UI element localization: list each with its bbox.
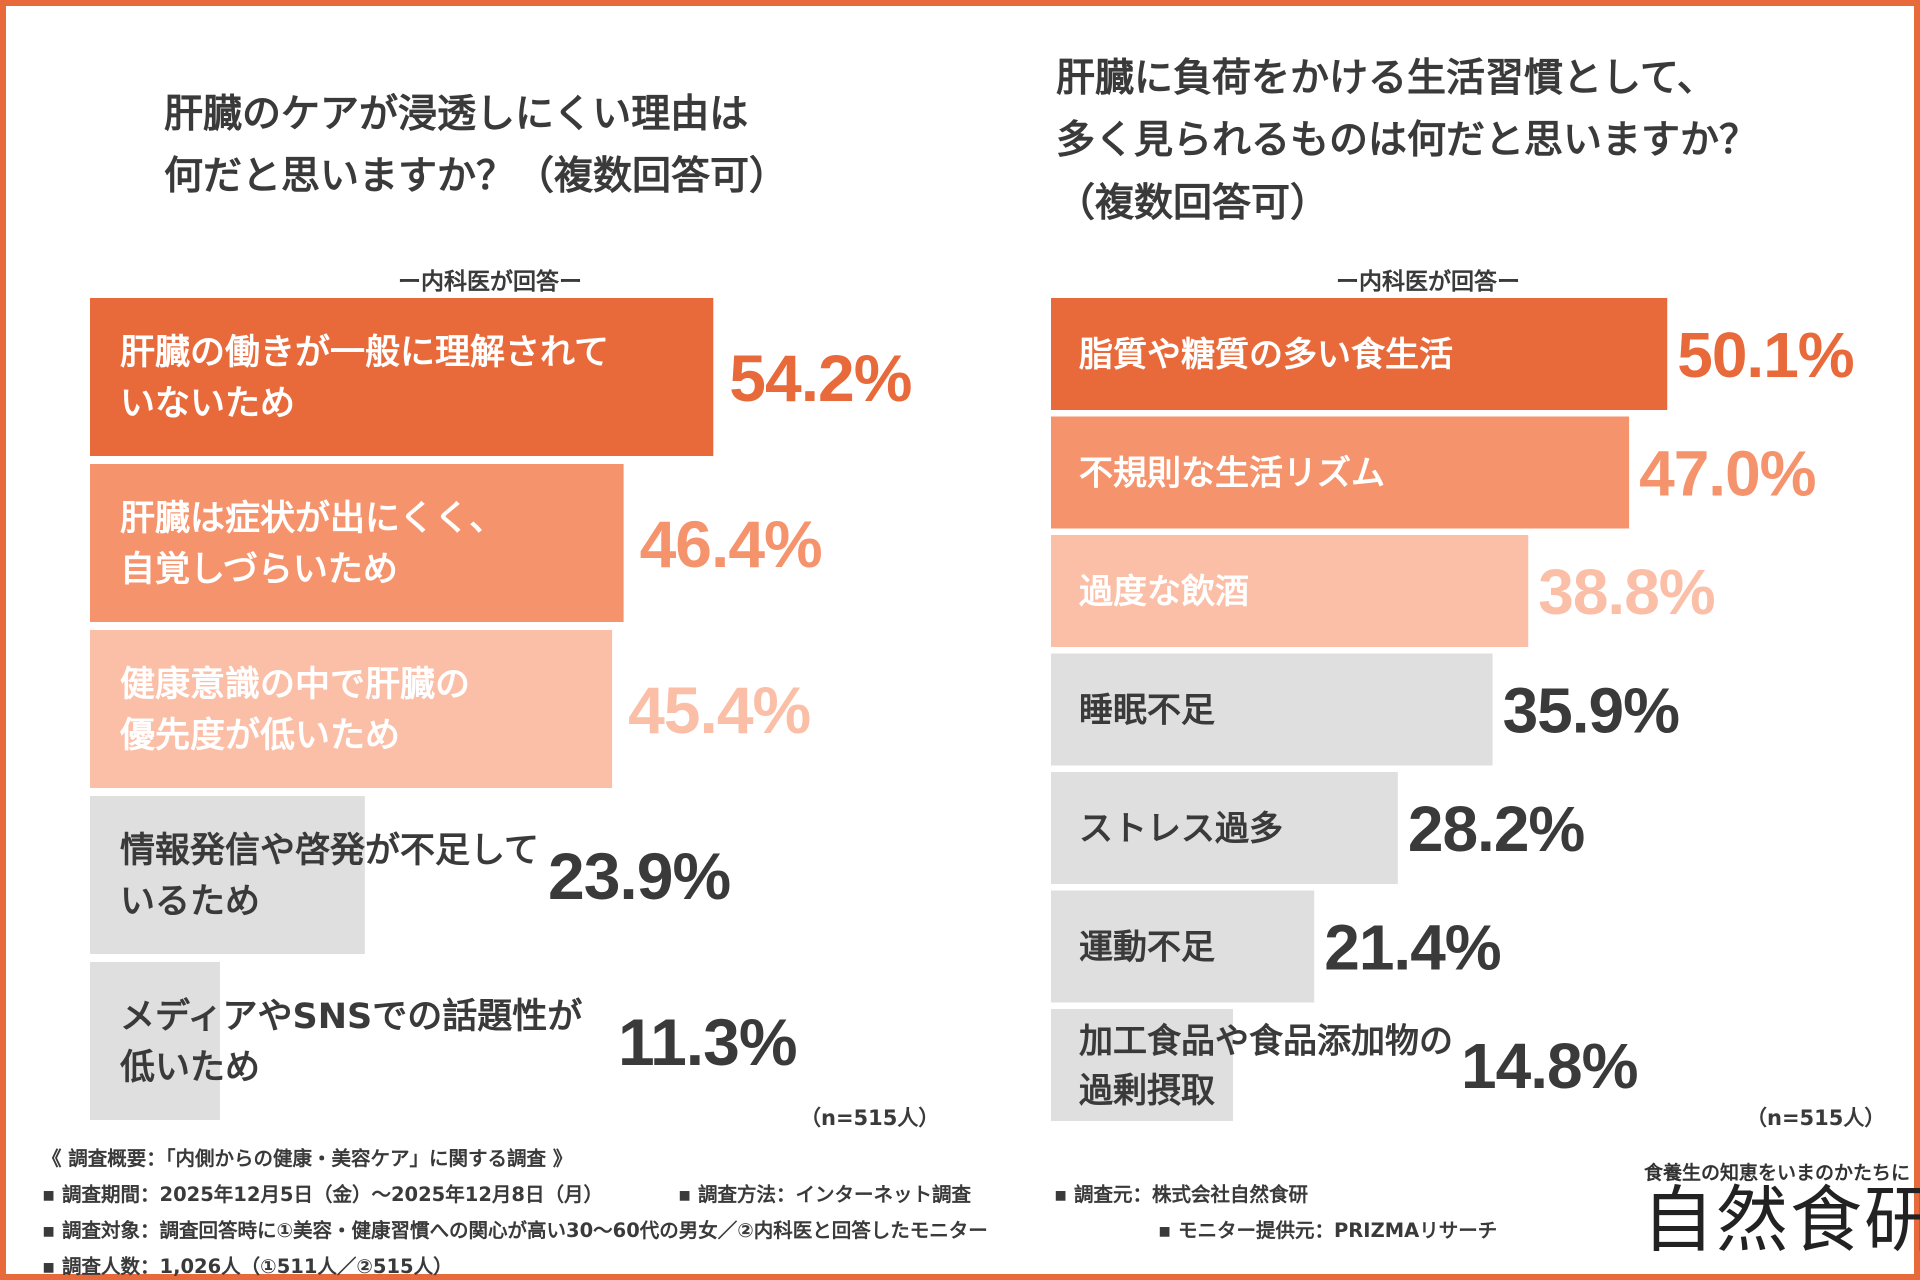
value-label-5: 28.2% — [1408, 793, 1585, 865]
value-label-4: 23.9% — [548, 839, 730, 913]
footer-count: ▪ 調査人数：1,026人（①511人／②515人） — [42, 1255, 453, 1278]
category-label-2-line-1: 肝臓は症状が出にくく、 — [120, 499, 504, 539]
footer-period: ▪ 調査期間：2025年12月5日（金）〜2025年12月8日（月） — [42, 1183, 603, 1206]
category-label-3-line-2: 優先度が低いため — [119, 716, 400, 756]
bar-5 — [90, 962, 220, 1120]
bar-3 — [90, 630, 613, 788]
right-bar-chart: 脂質や糖質の多い食生活 50.1% 不規則な生活リズム 47.0% 過度な飲酒 38.8%… — [1051, 298, 1855, 1121]
category-label-6-line-1: 運動不足 — [1079, 928, 1215, 968]
bar-1 — [90, 298, 714, 456]
category-label-7-line-1: 加工食品や食品添加物の — [1079, 1022, 1453, 1062]
value-label-7: 14.8% — [1461, 1030, 1638, 1102]
category-label-7-line-2: 過剰摂取 — [1079, 1071, 1215, 1111]
category-label-2-line-1: 不規則な生活リズム — [1079, 454, 1385, 494]
left-chart-subtitle: ー内科医が回答ー — [398, 269, 582, 295]
value-label-5: 11.3% — [618, 1005, 797, 1079]
footer-provider: ▪ モニター提供元：PRIZMAリサーチ — [1158, 1219, 1498, 1242]
bar-2 — [1051, 416, 1630, 529]
value-label-2: 46.4% — [640, 507, 822, 581]
left-sample-size: （n=515人） — [800, 1106, 940, 1130]
bar-5 — [1051, 772, 1398, 884]
left-title-line-1: 肝臓のケアが浸透しにくい理由は — [164, 92, 749, 137]
right-title-line-1: 肝臓に負荷をかける生活習慣として、 — [1056, 56, 1716, 101]
footer-method: ▪ 調査方法：インターネット調査 — [678, 1183, 972, 1206]
right-sample-size: （n=515人） — [1746, 1106, 1886, 1130]
bar-2 — [90, 464, 624, 622]
value-label-1: 50.1% — [1677, 319, 1854, 391]
left-title-line-2: 何だと思いますか？（複数回答可） — [164, 154, 789, 200]
value-label-2: 47.0% — [1639, 438, 1816, 510]
right-title-line-3: （複数回答可） — [1056, 180, 1330, 226]
bar-1 — [1051, 298, 1668, 410]
footer-source: ▪ 調査元：株式会社自然食研 — [1054, 1183, 1309, 1206]
right-chart-subtitle: ー内科医が回答ー — [1336, 269, 1520, 295]
category-label-1-line-1: 脂質や糖質の多い食生活 — [1079, 335, 1453, 375]
right-title-line-2: 多く見られるものは何だと思いますか？ — [1056, 118, 1759, 164]
category-label-4-line-1: 情報発信や啓発が不足して — [120, 831, 539, 871]
left-chart-title: 肝臓のケアが浸透しにくい理由は 何だと思いますか？（複数回答可） — [164, 84, 884, 209]
footer-summary: 《 調査概要：「内側からの健康・美容ケア」に関する調査 》 — [42, 1147, 573, 1170]
value-label-3: 45.4% — [628, 673, 810, 747]
value-label-6: 21.4% — [1324, 912, 1501, 984]
category-label-2-line-2: 自覚しづらいため — [120, 550, 398, 590]
category-label-4-line-2: いるため — [120, 882, 260, 922]
category-label-5-line-1: メディアやSNSでの話題性が — [120, 996, 582, 1037]
bar-3 — [1051, 535, 1529, 647]
footer-target: ▪ 調査対象：調査回答時に①美容・健康習慣への関心が高い30〜60代の男女／②内… — [42, 1219, 988, 1242]
category-label-3-line-1: 健康意識の中で肝臓の — [120, 664, 470, 705]
brand-tagline: 食養生の知恵をいまのかたちに — [1644, 1162, 1911, 1184]
category-label-1-line-1: 肝臓の働きが一般に理解されて — [120, 333, 609, 373]
right-chart-title: 肝臓に負荷をかける生活習慣として、 多く見られるものは何だと思いますか？ （複数… — [1056, 48, 1876, 235]
category-label-3-line-1: 過度な飲酒 — [1079, 572, 1249, 612]
value-label-1: 54.2% — [729, 341, 911, 415]
bar-6 — [1051, 890, 1315, 1003]
bar-4 — [90, 796, 365, 954]
category-label-5-line-1: ストレス過多 — [1079, 809, 1283, 849]
category-label-1-line-2: いないため — [120, 384, 295, 424]
value-label-3: 38.8% — [1538, 556, 1715, 628]
value-label-4: 35.9% — [1503, 675, 1680, 747]
category-label-4-line-1: 睡眠不足 — [1079, 691, 1215, 731]
brand-logo: 自然食研 — [1642, 1178, 1920, 1262]
category-label-5-line-2: 低いため — [120, 1048, 260, 1088]
bar-7 — [1051, 1009, 1234, 1121]
bar-4 — [1051, 653, 1493, 766]
